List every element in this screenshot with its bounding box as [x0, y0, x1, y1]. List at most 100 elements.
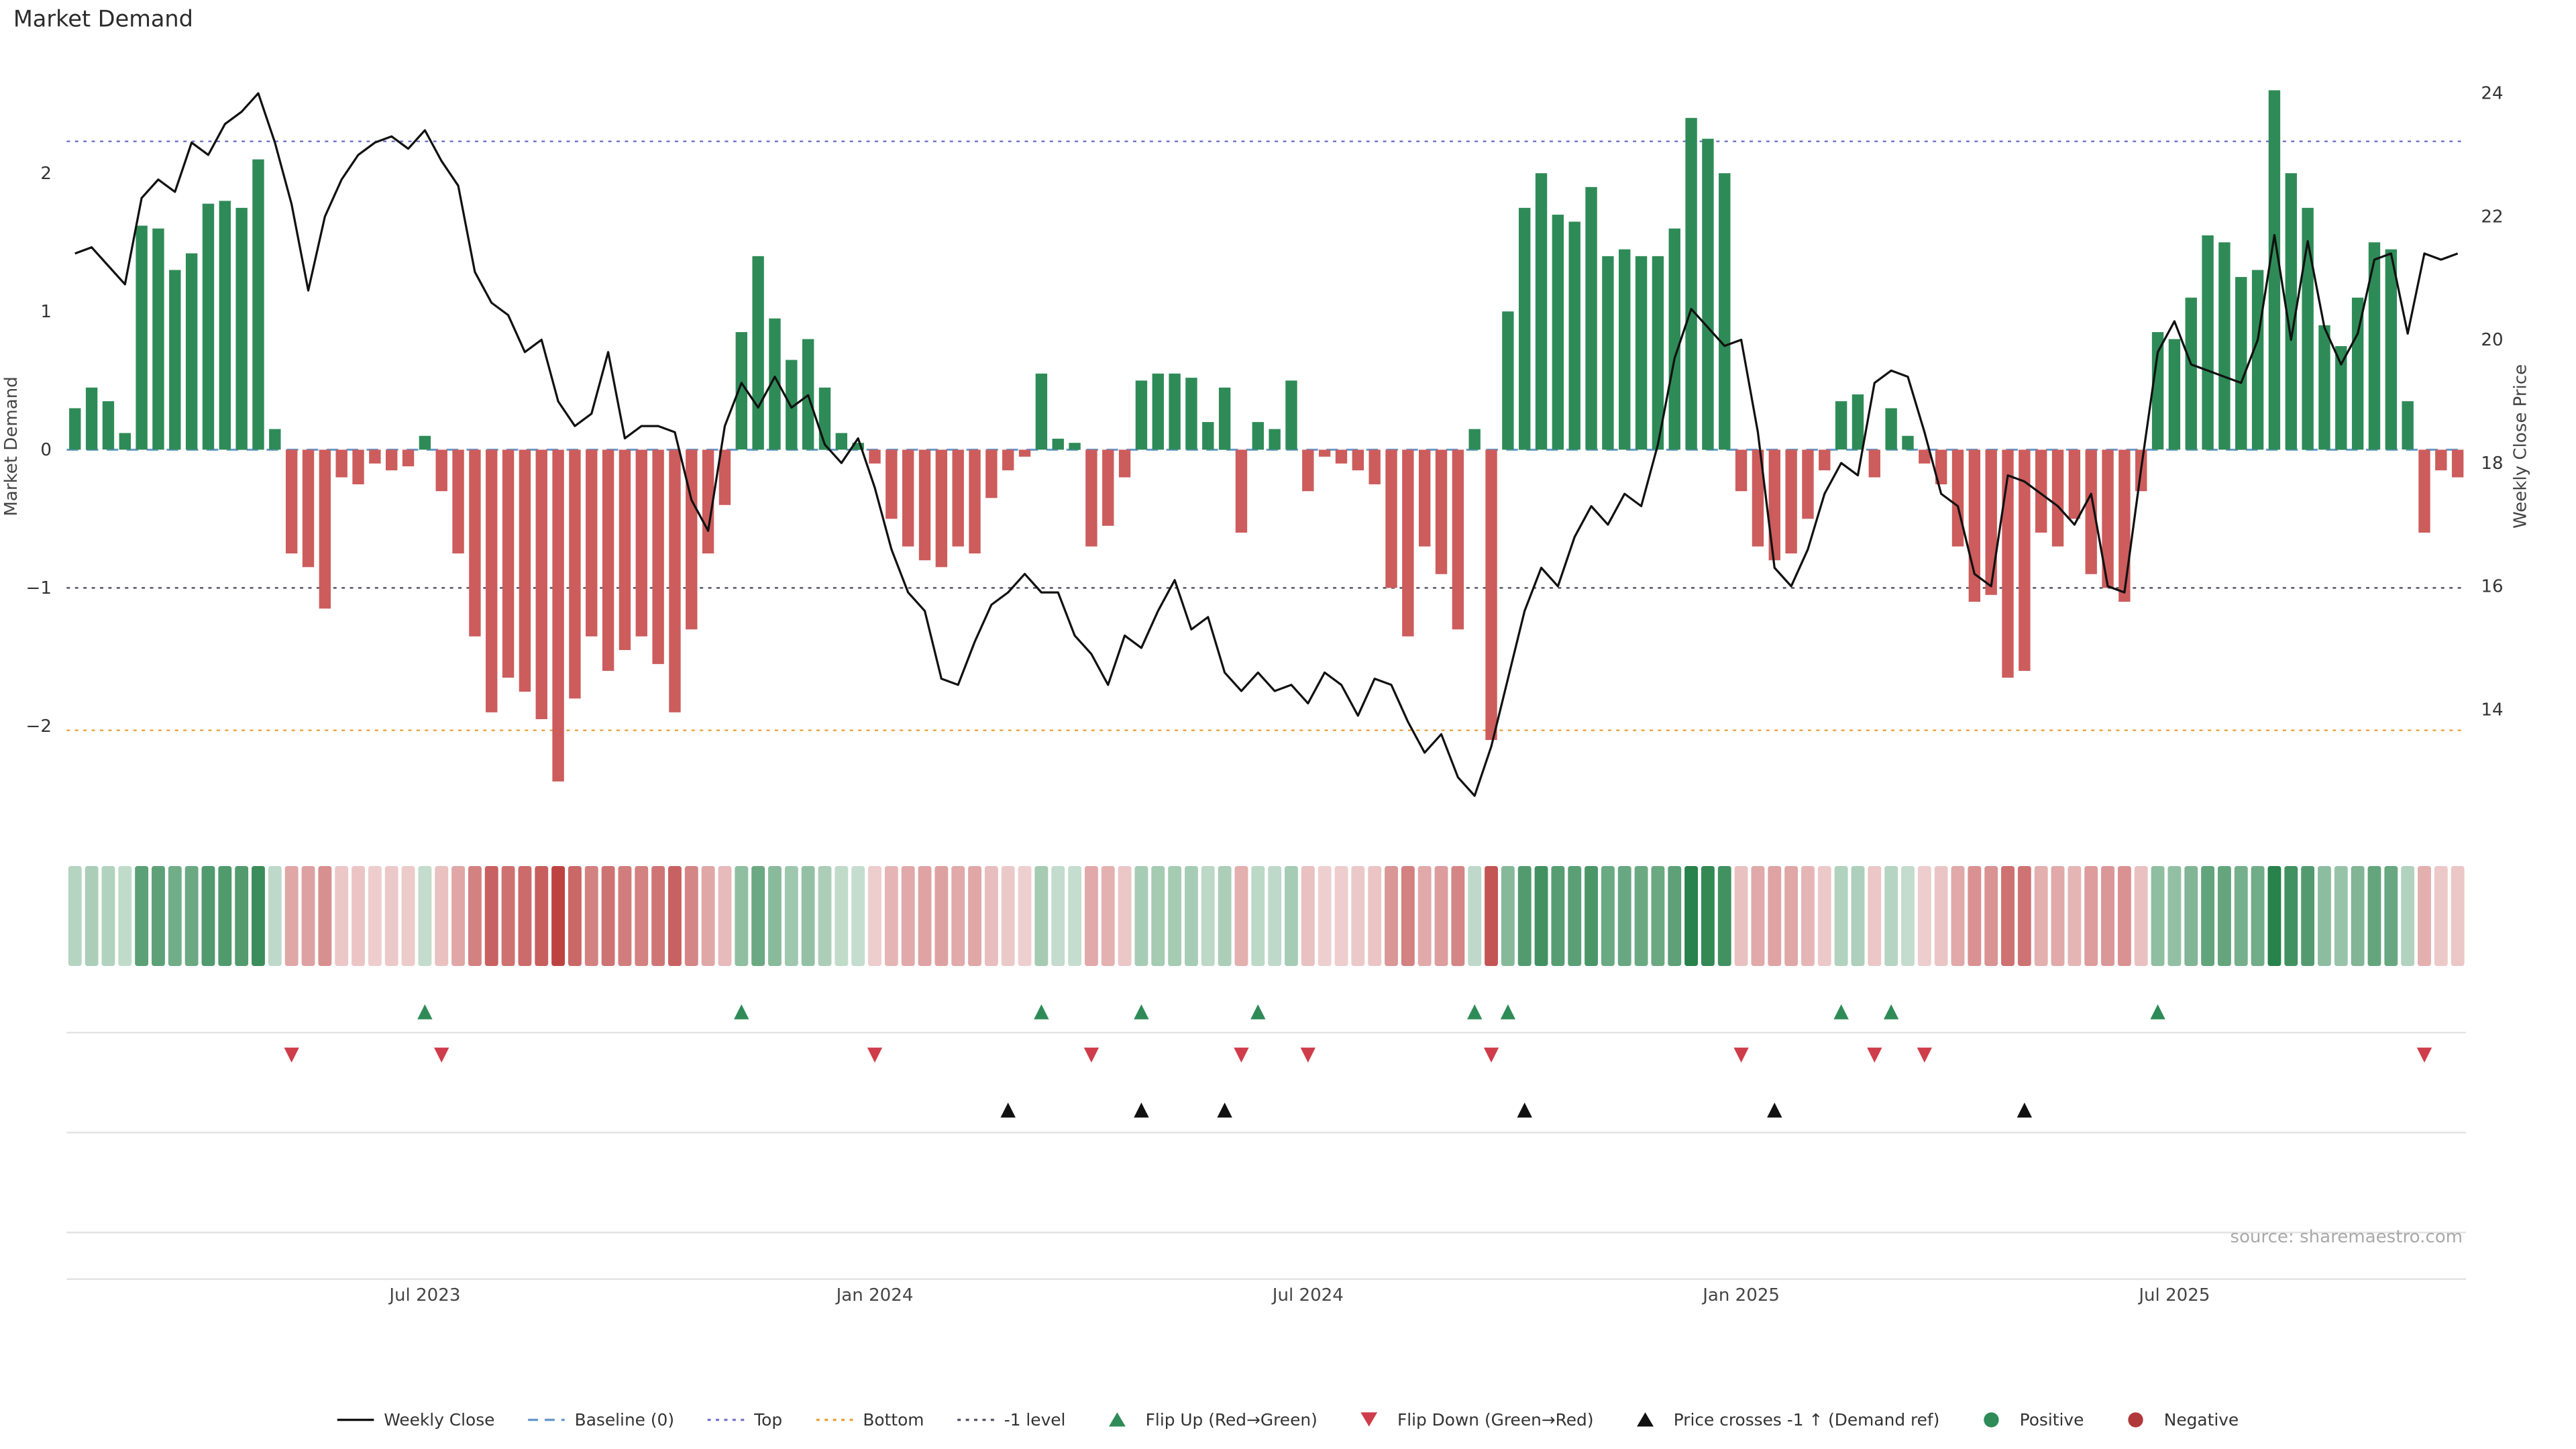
demand-bar [435, 449, 447, 492]
x-tick-label: Jul 2023 [388, 1285, 460, 1305]
demand-bar [1535, 173, 1548, 450]
heatmap-cell [368, 866, 382, 966]
legend-label: Bottom [863, 1410, 924, 1430]
legend-item: Positive [1984, 1410, 2084, 1430]
legend-item: Flip Up (Red→Green) [1108, 1410, 1318, 1430]
heatmap-cell [135, 866, 149, 966]
heatmap-cell [2001, 866, 2015, 966]
demand-bar [1668, 228, 1680, 450]
demand-bar [2368, 242, 2381, 450]
demand-bar [1118, 449, 1131, 478]
heatmap-cell [118, 866, 132, 966]
flip-up-triangle-icon [417, 1004, 433, 1020]
demand-bar [2102, 449, 2114, 588]
heatmap-cell [252, 866, 265, 966]
demand-bar [1819, 449, 1831, 471]
demand-bar [1619, 249, 1631, 450]
demand-bar [1169, 373, 1181, 450]
heatmap-cell [835, 866, 849, 966]
dot-icon [2128, 1412, 2143, 1428]
dot-icon [1984, 1412, 1999, 1428]
demand-bar [102, 401, 115, 450]
demand-bar [1502, 311, 1514, 450]
heatmap-cell [218, 866, 232, 966]
heatmap-cell [1034, 866, 1049, 966]
demand-bar [1985, 449, 1997, 595]
heatmap-cell [501, 866, 515, 966]
heatmap-cell [635, 866, 649, 966]
x-tick-label: Jan 2025 [1701, 1285, 1780, 1305]
demand-bar [2019, 449, 2031, 672]
flip-up-triangle-icon [734, 1004, 749, 1020]
heatmap-cell [1917, 866, 1931, 966]
heatmap-cell [2151, 866, 2165, 966]
right-axis-label: Weekly Close Price [2510, 364, 2530, 529]
demand-bar [902, 449, 914, 547]
demand-bar [669, 449, 681, 712]
heatmap-cell [1734, 866, 1748, 966]
left-axis-label: Market Demand [1, 376, 21, 516]
heatmap-cell [1084, 866, 1098, 966]
left-tick-label: −1 [26, 578, 52, 598]
demand-bar [1452, 449, 1464, 630]
heatmap-cell [1501, 866, 1515, 966]
heatmap-cell [1617, 866, 1631, 966]
flip-down-triangle-icon [867, 1047, 883, 1063]
heatmap-cell [1368, 866, 1382, 966]
heatmap-cell [1301, 866, 1315, 966]
reference-lines [66, 140, 2467, 731]
demand-bar [1919, 449, 1931, 464]
flip-up-triangle-icon [1134, 1004, 1149, 1020]
right-tick-label: 22 [2481, 207, 2503, 227]
demand-bar [1418, 449, 1431, 547]
demand-bar [185, 253, 198, 450]
demand-bar [469, 449, 481, 637]
heatmap-cell [435, 866, 449, 966]
demand-heatmap-strip [68, 866, 2465, 966]
demand-bar [252, 159, 264, 450]
flip-down-triangle-icon [1300, 1047, 1316, 1063]
demand-bar [1868, 449, 1881, 478]
heatmap-cell [2068, 866, 2082, 966]
demand-bar [1069, 443, 1081, 450]
legend-item: Top [707, 1410, 782, 1430]
demand-bar [1252, 422, 1264, 450]
heatmap-cell [684, 866, 698, 966]
heatmap-cell [1151, 866, 1165, 966]
heatmap-cell [568, 866, 582, 966]
demand-bar [285, 449, 298, 554]
weekly-close-line-group [74, 92, 2459, 797]
demand-bar [1702, 138, 1714, 450]
heatmap-cell [1468, 866, 1482, 966]
demand-bar [269, 429, 281, 450]
triangle-up-icon [1637, 1412, 1654, 1427]
flip-down-triangle-icon [1234, 1047, 1249, 1063]
heatmap-cell [968, 866, 981, 966]
heatmap-cell [1968, 866, 1982, 966]
demand-bar [2351, 297, 2364, 450]
demand-bar [969, 449, 981, 554]
heatmap-cell [85, 866, 99, 966]
heatmap-cell [1185, 866, 1198, 966]
demand-bar [319, 449, 331, 609]
demand-bar [369, 449, 381, 464]
demand-bar [1585, 186, 1597, 450]
flip-down-triangle-icon [2416, 1047, 2432, 1063]
heatmap-cell [1751, 866, 1765, 966]
flip-down-triangle-icon [1733, 1047, 1749, 1063]
demand-bar [1102, 449, 1114, 526]
demand-bar [1685, 117, 1697, 450]
legend: Weekly Close Baseline (0) Top Bottom -1 leve… [337, 1410, 2239, 1430]
legend-label: Baseline (0) [575, 1410, 674, 1430]
heatmap-cell [2034, 866, 2048, 966]
demand-bar [202, 203, 215, 450]
demand-bar [2285, 173, 2297, 450]
heatmap-cell [518, 866, 532, 966]
demand-bar [2335, 345, 2347, 450]
heatmap-cell [1951, 866, 1965, 966]
heatmap-cell [2051, 866, 2065, 966]
demand-bar [1368, 449, 1381, 484]
signal-marker-rows [66, 1004, 2467, 1280]
legend-item: Bottom [816, 1410, 924, 1430]
right-tick-label: 16 [2481, 577, 2503, 597]
